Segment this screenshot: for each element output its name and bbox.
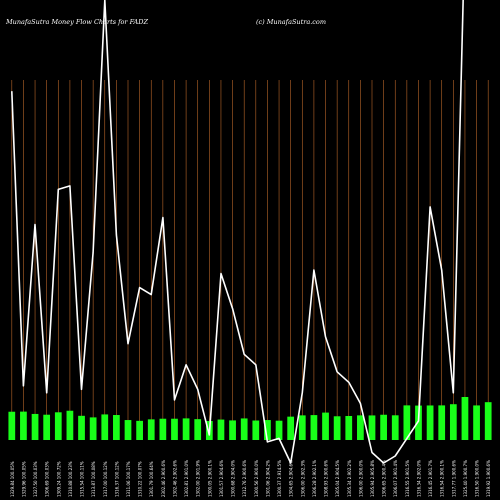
tick-label-26: 1306.28 2.902.1% <box>312 460 317 497</box>
tick-label-14: 1302.46 2.902.6% <box>172 460 177 497</box>
bar-16 <box>194 419 202 440</box>
tick-label-40: 1316.50 1.900.0% <box>475 460 480 497</box>
tick-label-41: 1319.92 1.900.6% <box>486 460 491 497</box>
tick-label-6: 1315.54 100.11% <box>80 461 85 497</box>
bar-23 <box>275 420 283 440</box>
bar-series <box>8 396 492 440</box>
bar-28 <box>333 416 341 440</box>
bar-9 <box>113 415 120 440</box>
bar-5 <box>66 410 74 440</box>
tick-label-2: 1327.50 100.03% <box>33 461 38 497</box>
chart-copyright: (c) MunafaSutra.com <box>256 18 326 26</box>
tick-label-7: 1313.87 100.08% <box>91 461 96 497</box>
tick-label-25: 1306.00 2.902.3% <box>300 460 305 497</box>
bar-10 <box>124 420 132 440</box>
bar-19 <box>229 420 236 440</box>
bar-2 <box>31 413 39 440</box>
tick-label-4: 1309.24 100.72% <box>56 461 61 497</box>
bar-26 <box>310 415 318 440</box>
bar-1 <box>20 411 27 440</box>
bar-29 <box>345 415 353 440</box>
bar-41 <box>484 402 492 440</box>
bar-22 <box>264 420 271 440</box>
tick-label-23: 1300.37 2.914.5% <box>277 460 282 497</box>
tick-label-32: 1306.65 2.900.4% <box>382 460 387 497</box>
x-axis-tick-labels: 1329.84 100.05% 1329.96 100.05% 1327.50 10… <box>10 460 491 497</box>
bar-31 <box>368 415 376 440</box>
bar-8 <box>101 414 109 440</box>
bar-0 <box>8 411 16 440</box>
bar-7 <box>89 417 97 440</box>
tick-label-15: 1302.81 2.901.0% <box>184 460 189 497</box>
tick-label-31: 1305.94 2.905.8% <box>370 460 375 497</box>
bar-38 <box>449 404 457 440</box>
tick-label-16: 1302.00 2.901.9% <box>196 460 201 497</box>
tick-label-1: 1329.96 100.05% <box>21 461 26 497</box>
bar-4 <box>54 412 62 440</box>
bar-27 <box>322 412 329 440</box>
tick-label-18: 1301.57 2.904.6% <box>219 460 224 497</box>
tick-label-5: 1310.88 100.23% <box>68 461 73 497</box>
bar-13 <box>159 418 167 440</box>
tick-label-11: 1310.22 100.07% <box>138 461 143 497</box>
tick-label-38: 1317.77 1.900.6% <box>451 460 456 497</box>
tick-label-17: 1300.05 2.900.1% <box>207 460 212 497</box>
bar-15 <box>182 418 190 440</box>
tick-label-30: 1306.00 2.900.0% <box>358 460 363 497</box>
tick-label-8: 1317.00 100.12% <box>103 461 108 497</box>
tick-label-39: 1325.40 1.900.7% <box>463 460 468 497</box>
line-series <box>11 0 464 464</box>
chart-title: MunafaSutra Money Flow Charts for FADZ <box>5 18 148 26</box>
bar-32 <box>380 414 387 440</box>
bar-18 <box>217 419 225 440</box>
bar-34 <box>403 405 411 440</box>
bar-40 <box>473 405 480 440</box>
tick-label-12: 1301.79 100.64% <box>149 461 154 497</box>
tick-label-24: 1304.65 2.904.6% <box>289 460 294 497</box>
tick-label-3: 1306.69 100.03% <box>45 461 50 497</box>
bar-25 <box>298 415 306 440</box>
tick-label-27: 1308.93 2.900.6% <box>324 460 329 497</box>
bar-36 <box>426 405 434 440</box>
bar-39 <box>461 396 469 440</box>
tick-label-9: 1316.37 100.12% <box>114 461 119 497</box>
tick-label-0: 1329.84 100.05% <box>10 461 15 497</box>
tick-label-33: 1306.07 2.901.4% <box>393 460 398 497</box>
bar-21 <box>252 420 260 440</box>
money-flow-line <box>11 0 464 464</box>
tick-label-36: 1316.45 2.901.7% <box>428 460 433 497</box>
bar-12 <box>147 419 155 440</box>
tick-label-34: 1316.55 2.901.5% <box>405 460 410 497</box>
tick-label-19: 1300.68 2.904.0% <box>231 460 236 497</box>
tick-label-21: 1300.56 2.900.0% <box>254 460 259 497</box>
tick-label-22: 1301.06 2.904.2% <box>265 460 270 497</box>
tick-label-37: 1316.54 2.900.1% <box>440 460 445 497</box>
bar-6 <box>78 415 85 440</box>
bar-24 <box>287 416 295 440</box>
bar-20 <box>240 418 248 440</box>
tick-label-10: 1311.06 100.17% <box>126 461 131 497</box>
bar-14 <box>171 418 178 440</box>
bar-37 <box>438 405 446 440</box>
tick-label-13: 2302.46 2.900.6% <box>161 460 166 497</box>
tick-label-29: 1305.34 2.902.2% <box>347 460 352 497</box>
bar-33 <box>391 415 399 440</box>
bar-30 <box>357 415 364 440</box>
tick-label-28: 1305.04 2.904.5% <box>335 460 340 497</box>
bar-35 <box>415 405 422 440</box>
tick-label-20: 1312.76 2.900.6% <box>242 460 247 497</box>
bar-11 <box>136 420 143 440</box>
tick-label-35: 1316.34 2.902.0% <box>416 460 421 497</box>
bar-3 <box>43 414 51 440</box>
